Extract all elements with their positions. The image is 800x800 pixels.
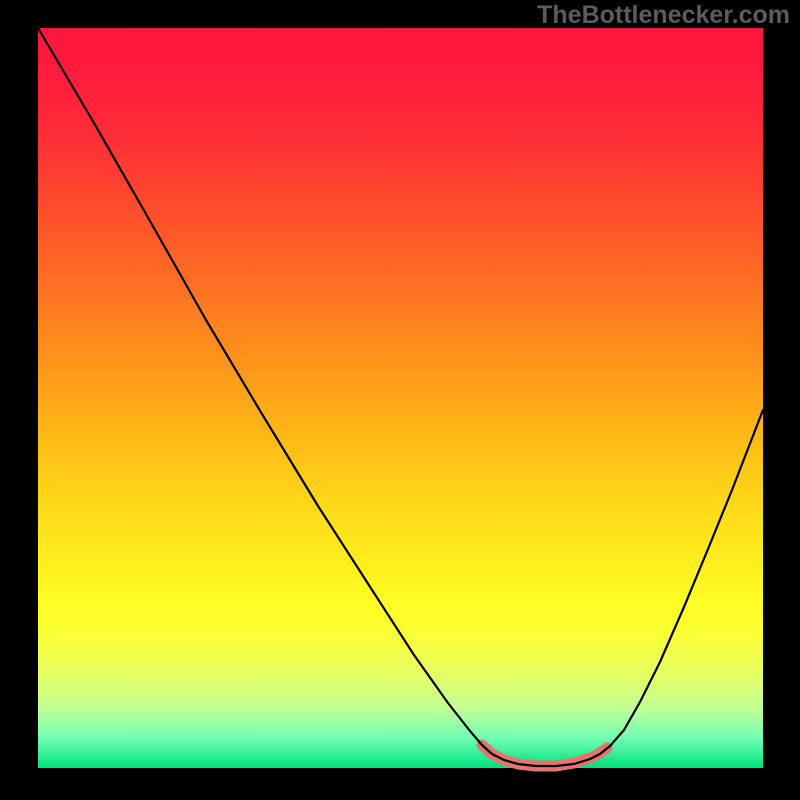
chart-stage: TheBottlenecker.com (0, 0, 800, 800)
bottleneck-chart (0, 0, 800, 800)
plot-area (38, 28, 763, 768)
